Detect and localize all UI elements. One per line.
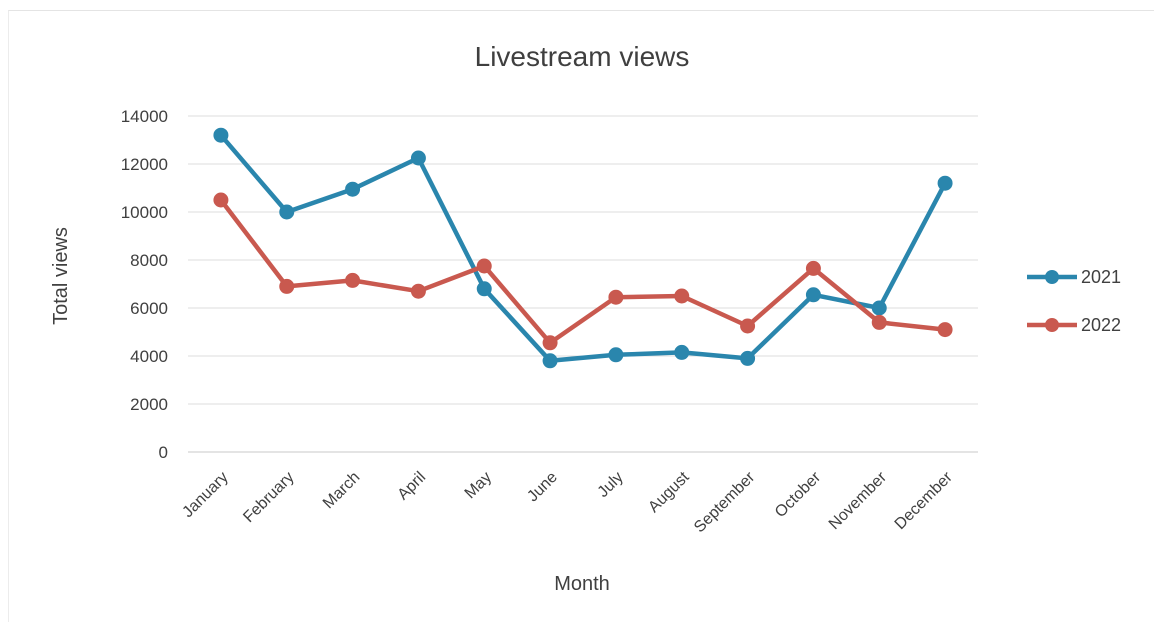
data-point-2021: [345, 181, 361, 197]
data-point-2022: [542, 335, 558, 351]
data-point-2022: [476, 258, 492, 274]
data-point-2021: [279, 204, 295, 220]
y-tick-label: 12000: [121, 155, 168, 174]
data-point-2021: [871, 300, 887, 316]
data-point-2022: [410, 283, 426, 299]
x-tick-label: April: [395, 469, 430, 504]
data-point-2021: [740, 350, 756, 366]
y-tick-label: 8000: [130, 251, 168, 270]
legend-marker-2021: [1045, 270, 1059, 284]
y-tick-label: 6000: [130, 299, 168, 318]
x-axis-label: Month: [554, 573, 610, 595]
y-tick-label: 10000: [121, 203, 168, 222]
data-point-2021: [805, 287, 821, 303]
x-tick-label: September: [691, 468, 759, 536]
data-point-2022: [740, 318, 756, 334]
x-tick-label: February: [240, 469, 297, 526]
x-tick-label: June: [524, 469, 561, 506]
x-tick-label: March: [320, 469, 363, 512]
x-tick-label: August: [645, 468, 693, 516]
y-axis-ticks: 0 2000 4000 6000 8000 10000 12000 14000: [121, 107, 168, 462]
data-point-2022: [213, 192, 229, 208]
legend-label-2022: 2022: [1081, 315, 1121, 335]
data-point-2022: [674, 288, 690, 304]
legend-label-2021: 2021: [1081, 267, 1121, 287]
x-tick-label: November: [826, 468, 891, 533]
y-tick-label: 2000: [130, 395, 168, 414]
y-tick-label: 0: [159, 443, 168, 462]
series-lines: [213, 127, 953, 369]
data-point-2022: [805, 260, 821, 276]
data-point-2022: [279, 278, 295, 294]
x-tick-label: December: [892, 468, 957, 533]
data-point-2021: [476, 281, 492, 297]
data-point-2022: [345, 272, 361, 288]
chart-frame: [8, 10, 1154, 622]
x-tick-label: July: [595, 469, 627, 501]
legend-marker-2022: [1045, 318, 1059, 332]
y-tick-label: 14000: [121, 107, 168, 126]
series-line-2021: [218, 132, 948, 364]
x-tick-label: January: [179, 469, 231, 521]
chart-title: Livestream views: [475, 41, 690, 72]
data-point-2021: [213, 127, 229, 143]
series-line-2022: [218, 197, 948, 346]
data-point-2021: [542, 353, 558, 369]
data-point-2022: [608, 289, 624, 305]
y-tick-label: 4000: [130, 347, 168, 366]
data-point-2021: [410, 150, 426, 166]
data-point-2022: [937, 322, 953, 338]
legend: 2021 2022: [1027, 267, 1121, 335]
data-point-2021: [674, 344, 690, 360]
y-axis-label: Total views: [50, 227, 72, 325]
x-tick-label: May: [462, 469, 495, 502]
x-tick-label: October: [772, 468, 825, 521]
x-axis-ticks: January February March April May June July Augu…: [179, 468, 956, 536]
data-point-2021: [937, 175, 953, 191]
data-point-2022: [871, 314, 887, 330]
data-point-2021: [608, 347, 624, 363]
